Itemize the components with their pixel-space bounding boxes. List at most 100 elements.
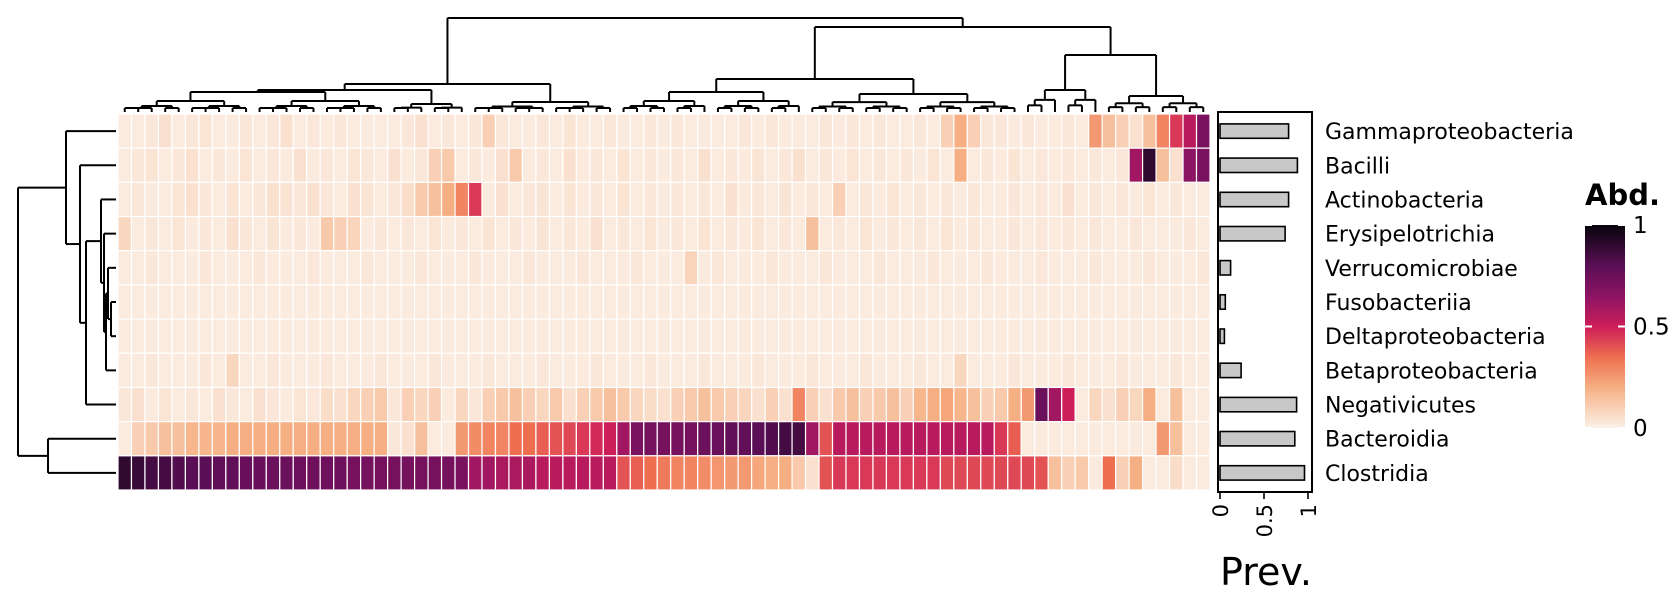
heatmap-cell	[1195, 352, 1211, 389]
heatmap-cell	[670, 352, 685, 389]
heatmap-cell	[1007, 318, 1022, 354]
heatmap-cell	[144, 318, 160, 354]
heatmap-cell	[575, 181, 591, 218]
heatmap-cell	[602, 147, 618, 183]
heatmap-cell	[454, 147, 470, 183]
heatmap-cell	[1115, 113, 1130, 149]
heatmap-cell	[306, 147, 321, 183]
heatmap-cell	[171, 147, 187, 183]
heatmap-cell	[1034, 284, 1049, 320]
heatmap-cell	[1007, 421, 1022, 457]
heatmap-cell	[751, 113, 766, 149]
heatmap-cell	[467, 181, 483, 218]
heatmap-cell	[804, 113, 820, 149]
heatmap-cell	[804, 215, 820, 252]
heatmap-cell	[926, 386, 941, 423]
heatmap-cell	[926, 181, 941, 218]
heatmap-cell	[346, 215, 362, 252]
heatmap-cell	[616, 284, 631, 320]
heatmap-cell	[562, 386, 577, 423]
heatmap-cell	[157, 284, 173, 320]
heatmap-cell	[831, 352, 847, 389]
heatmap-cell	[346, 147, 362, 183]
heatmap-cell	[872, 421, 888, 457]
heatmap-cell	[252, 455, 267, 491]
heatmap-cell	[804, 284, 820, 320]
heatmap-cell	[184, 181, 200, 218]
heatmap-cell	[1141, 147, 1157, 183]
heatmap-cell	[548, 181, 564, 218]
heatmap-cell	[764, 318, 780, 354]
heatmap-cell	[926, 113, 941, 149]
heatmap-cell	[926, 455, 941, 491]
heatmap-cell	[791, 250, 807, 286]
heatmap-cell	[1007, 352, 1022, 389]
heatmap-cell	[602, 421, 618, 457]
heatmap-cell	[117, 318, 133, 354]
heatmap-cell	[751, 181, 766, 218]
heatmap-cell	[993, 421, 1009, 457]
heatmap-cell	[589, 421, 604, 457]
heatmap-cell	[899, 181, 915, 218]
heatmap-cell	[117, 215, 133, 252]
heatmap-cell	[346, 181, 362, 218]
heatmap-cell	[252, 215, 267, 252]
heatmap-cell	[279, 421, 294, 457]
heatmap-cell	[589, 386, 604, 423]
heatmap-cell	[629, 318, 645, 354]
heatmap-cell	[1141, 250, 1157, 286]
heatmap-cell	[184, 318, 200, 354]
heatmap-cell	[683, 113, 699, 149]
heatmap-cell	[521, 113, 537, 149]
prevalence-panel: 0 0.5 1	[1209, 111, 1321, 537]
heatmap-cell	[764, 386, 780, 423]
heatmap-cell	[602, 215, 618, 252]
heatmap-cell	[589, 147, 604, 183]
color-legend: Abd. 0 0.5 1	[1585, 178, 1670, 442]
heatmap-cell	[629, 284, 645, 320]
heatmap-cell	[845, 318, 861, 354]
heatmap-cell	[858, 455, 874, 491]
heatmap-cell	[1061, 181, 1076, 218]
heatmap-cell	[980, 421, 995, 457]
heatmap-cell	[980, 284, 995, 320]
heatmap-cell	[899, 386, 915, 423]
heatmap-cell	[494, 113, 510, 149]
heatmap-cell	[440, 181, 456, 218]
heatmap-cell	[872, 215, 888, 252]
heatmap-cell	[737, 250, 753, 286]
heatmap-cell	[1020, 386, 1036, 423]
heatmap-cell	[319, 250, 335, 286]
heatmap-cell	[670, 113, 685, 149]
heatmap-cell	[656, 181, 672, 218]
heatmap-cell	[966, 421, 982, 457]
prevalence-bar	[1219, 464, 1306, 481]
row-labels: Gammaproteobacteria Bacilli Actinobacteria…	[1325, 120, 1574, 487]
heatmap-cell	[993, 455, 1009, 491]
heatmap-cell	[1155, 181, 1171, 218]
heatmap-cell	[602, 318, 618, 354]
heatmap-cell	[777, 113, 793, 149]
heatmap-cell	[387, 386, 402, 423]
heatmap-cell	[521, 318, 537, 354]
heatmap-cell	[130, 386, 146, 423]
heatmap-cell	[319, 215, 335, 252]
heatmap-cell	[1047, 421, 1063, 457]
heatmap-cell	[265, 215, 281, 252]
heatmap-cell	[818, 215, 834, 252]
heatmap-cell	[157, 352, 173, 389]
heatmap-cell	[1128, 147, 1144, 183]
heatmap-cell	[818, 455, 834, 491]
heatmap-cell	[764, 147, 780, 183]
heatmap-cell	[656, 318, 672, 354]
heatmap-cell	[535, 250, 551, 286]
heatmap-cell	[360, 147, 375, 183]
heatmap-cell	[306, 421, 321, 457]
heatmap-cell	[333, 352, 348, 389]
heatmap-cell	[252, 284, 267, 320]
heatmap-cell	[575, 284, 591, 320]
heatmap-cell	[211, 113, 227, 149]
heatmap-cell	[360, 421, 375, 457]
heatmap-cell	[252, 250, 267, 286]
heatmap-cell	[373, 215, 389, 252]
